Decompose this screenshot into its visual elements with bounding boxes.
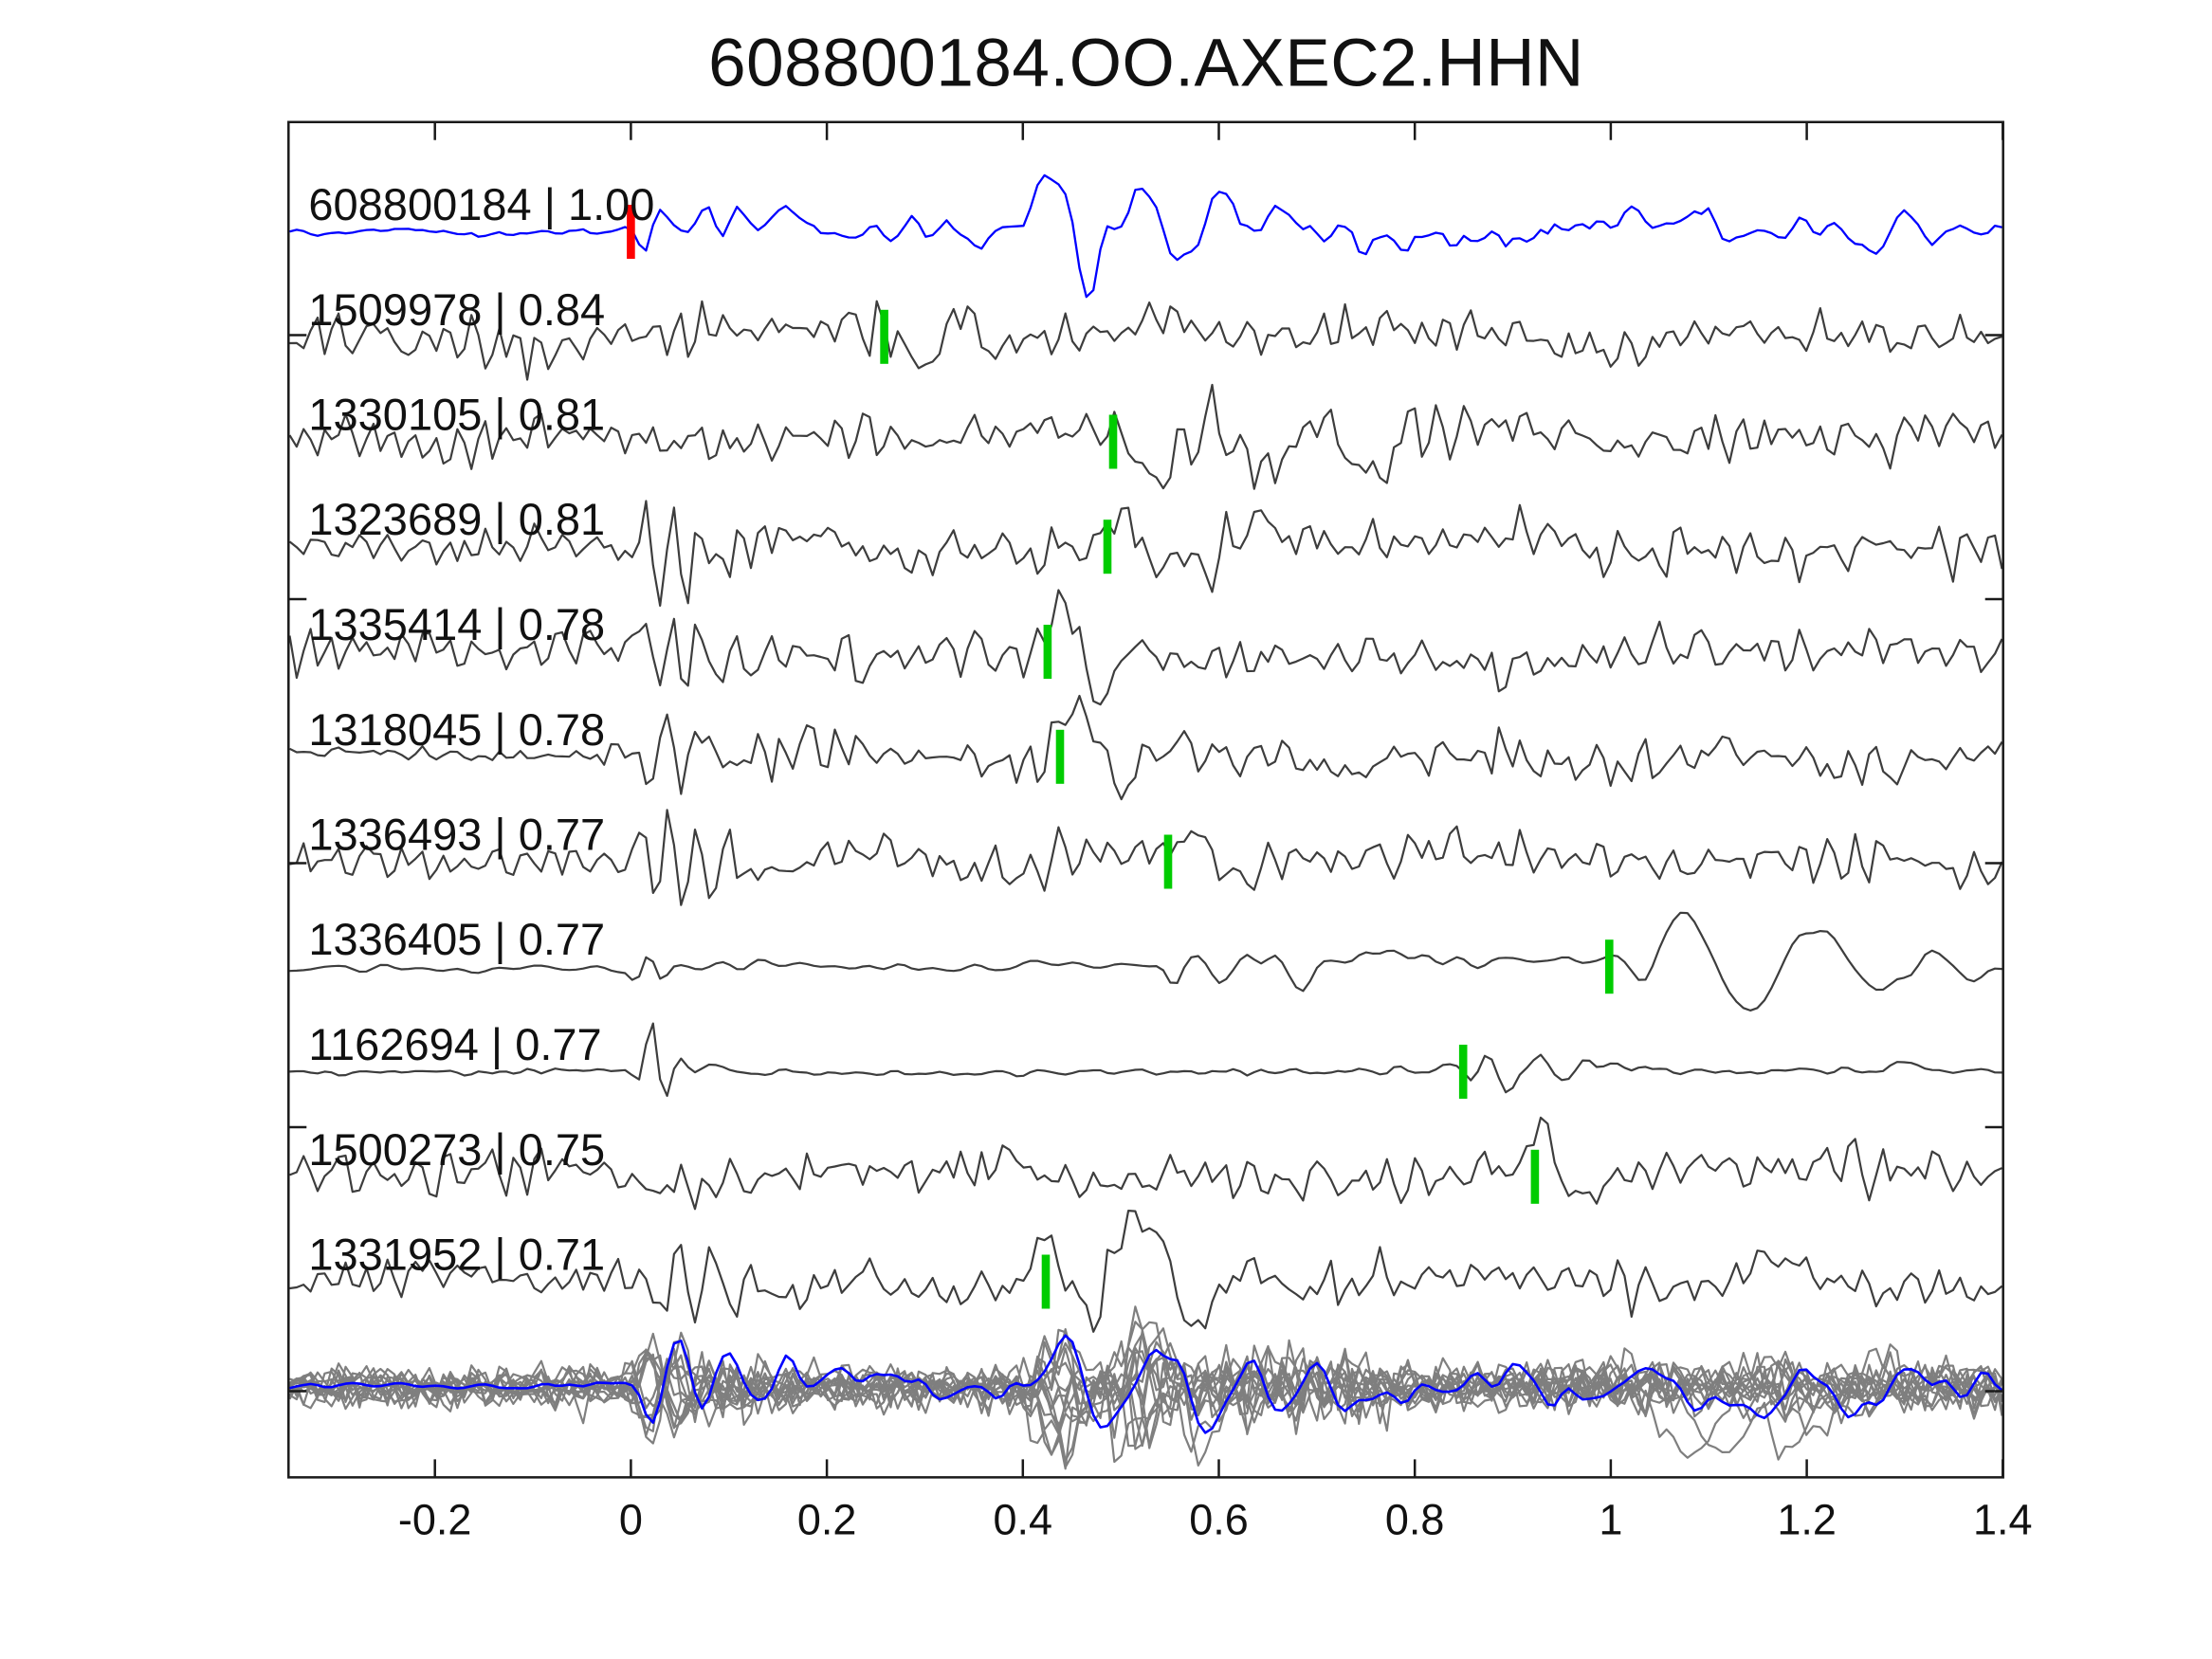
svg-text:1500273 | 0.75: 1500273 | 0.75 [308,1124,605,1175]
svg-text:-0.2: -0.2 [398,1496,472,1544]
svg-text:0.6: 0.6 [1189,1496,1249,1544]
svg-text:0: 0 [619,1496,643,1544]
svg-text:0.4: 0.4 [994,1496,1053,1544]
svg-text:1336493 | 0.77: 1336493 | 0.77 [308,810,605,860]
svg-text:1318045 | 0.78: 1318045 | 0.78 [308,704,605,755]
svg-text:1331952 | 0.71: 1331952 | 0.71 [308,1230,605,1280]
svg-text:1.4: 1.4 [1973,1496,2033,1544]
svg-text:1509978 | 0.84: 1509978 | 0.84 [308,284,605,335]
svg-text:1: 1 [1599,1496,1622,1544]
svg-text:1162694 | 0.77: 1162694 | 0.77 [308,1019,601,1069]
svg-text:1336405 | 0.77: 1336405 | 0.77 [308,914,605,964]
svg-text:608800184.OO.AXEC2.HHN: 608800184.OO.AXEC2.HHN [708,27,1584,101]
svg-text:608800184 | 1.00: 608800184 | 1.00 [308,179,654,229]
svg-text:1335414 | 0.78: 1335414 | 0.78 [308,599,605,649]
svg-text:1.2: 1.2 [1777,1496,1837,1544]
svg-text:0.2: 0.2 [797,1496,857,1544]
svg-text:0.8: 0.8 [1385,1496,1445,1544]
svg-text:1330105 | 0.81: 1330105 | 0.81 [308,390,605,440]
svg-text:1323689 | 0.81: 1323689 | 0.81 [308,494,605,544]
